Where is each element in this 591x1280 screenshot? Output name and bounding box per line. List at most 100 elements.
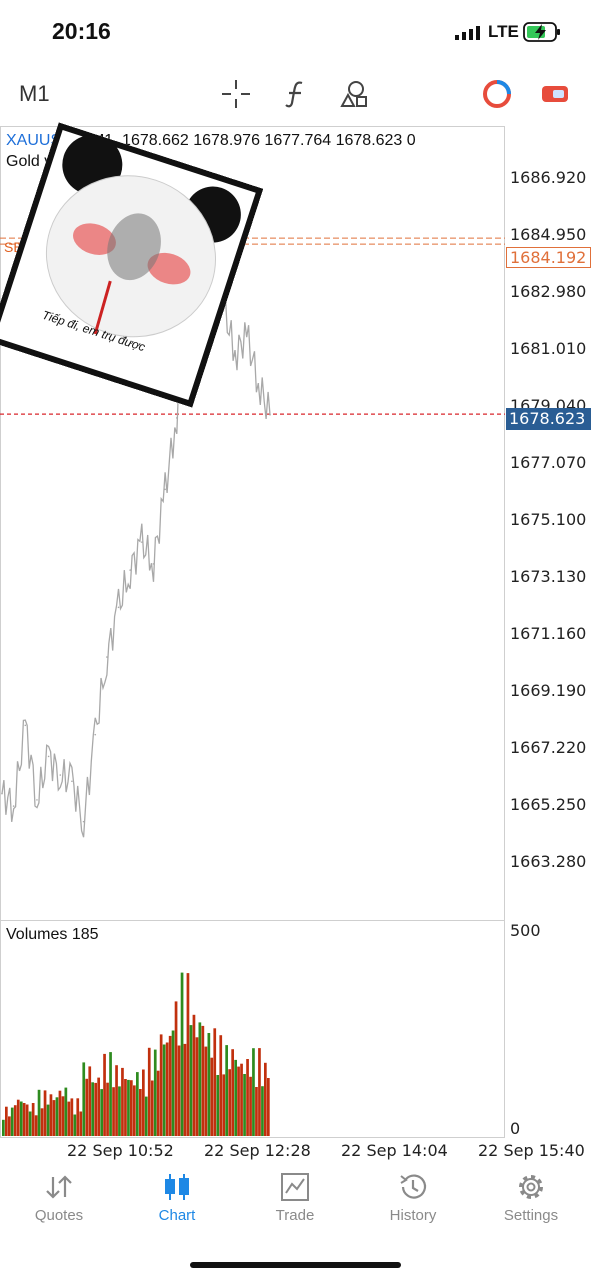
volume-bar: [213, 1028, 217, 1136]
switch-icon[interactable]: [539, 78, 571, 110]
volume-bar: [168, 1035, 172, 1136]
volume-bar: [2, 1119, 5, 1136]
time-axis-label: 22 Sep 15:40: [478, 1141, 585, 1160]
volume-bar: [10, 1107, 14, 1136]
volume-bar: [121, 1067, 124, 1136]
nav-settings[interactable]: Settings: [472, 1165, 590, 1224]
volume-chart-area[interactable]: [0, 920, 505, 1138]
carrier-label: LTE: [488, 22, 519, 41]
price-point: [71, 780, 73, 783]
price-axis-label: 1684.950: [510, 225, 587, 244]
volume-bar: [124, 1079, 127, 1136]
time-axis-label: 22 Sep 10:52: [67, 1141, 174, 1160]
nav-trade[interactable]: Trade: [236, 1165, 354, 1224]
volume-bar: [31, 1103, 35, 1136]
volume-bar: [204, 1046, 208, 1136]
price-point: [117, 606, 120, 609]
price-point: [94, 733, 97, 736]
volume-bar: [73, 1114, 77, 1136]
sell-price-tag: 1684.192: [506, 247, 591, 268]
volume-bar: [180, 972, 184, 1136]
volume-bar: [55, 1097, 59, 1136]
volume-bar: [177, 1045, 181, 1136]
volume-bar: [8, 1116, 11, 1136]
volume-bar: [58, 1090, 62, 1136]
volume-bar: [147, 1047, 151, 1136]
price-axis-label: 1675.100: [510, 510, 587, 529]
volume-bar: [201, 1025, 205, 1136]
volume-bar: [150, 1080, 154, 1136]
volume-bar: [144, 1096, 148, 1136]
volume-bar: [100, 1089, 103, 1136]
history-icon: [400, 1174, 427, 1199]
volume-bar: [207, 1033, 211, 1136]
volume-scale-max: 500: [510, 921, 541, 940]
volume-bar: [174, 1001, 178, 1136]
volume-bar: [258, 1048, 261, 1136]
volume-bar: [76, 1098, 80, 1136]
nav-label: Chart: [158, 1207, 196, 1224]
price-axis-label: 1682.980: [510, 282, 587, 301]
volume-bar: [115, 1065, 118, 1136]
price-chart-area[interactable]: [0, 126, 505, 921]
price-axis-label: 1671.160: [510, 624, 587, 643]
volume-bar: [127, 1079, 130, 1136]
price-point: [106, 656, 108, 658]
timeframe-selector[interactable]: M1: [19, 81, 50, 106]
panda-meme-sticker: [0, 122, 264, 408]
volume-bar: [261, 1086, 264, 1136]
price-axis-label: 1677.070: [510, 453, 587, 472]
volume-bar: [192, 1014, 196, 1136]
nav-label: Trade: [275, 1207, 315, 1224]
volume-bar: [40, 1108, 44, 1136]
price-axis-label: 1673.130: [510, 567, 587, 586]
time-axis-label: 22 Sep 14:04: [341, 1141, 448, 1160]
panda-face-image: [45, 134, 241, 338]
cellular-signal-icon: [455, 26, 480, 40]
volume-bar: [61, 1096, 65, 1136]
crosshair-icon[interactable]: [220, 78, 252, 110]
volume-bar: [16, 1099, 20, 1136]
objects-icon[interactable]: [338, 78, 370, 110]
volume-bar: [210, 1057, 214, 1136]
volume-bar: [28, 1111, 32, 1136]
volume-bar: [82, 1062, 86, 1136]
chart-icon: [165, 1174, 189, 1200]
price-point: [129, 569, 131, 571]
price-point: [245, 333, 248, 335]
function-icon[interactable]: [280, 78, 312, 110]
volume-bar: [159, 1034, 163, 1136]
volume-bar: [139, 1089, 142, 1136]
volume-bar: [34, 1115, 38, 1136]
volume-bar: [91, 1082, 94, 1136]
ohlc-values: M1, 1678.662 1678.976 1677.764 1678.623 …: [90, 132, 416, 149]
volume-bar: [25, 1104, 29, 1136]
time-axis-label: 22 Sep 12:28: [204, 1141, 311, 1160]
nav-history[interactable]: History: [354, 1165, 472, 1224]
volume-bar: [109, 1052, 112, 1136]
volume-bar: [22, 1103, 26, 1136]
volume-bar: [219, 1035, 223, 1136]
bottom-navigation: Quotes Chart Trade History Settings: [0, 1165, 591, 1245]
volume-bar: [189, 1025, 193, 1136]
color-picker-icon[interactable]: [481, 78, 513, 110]
volume-bar: [183, 1043, 187, 1136]
volume-bar: [243, 1074, 246, 1136]
volume-bar: [156, 1070, 160, 1136]
price-point: [1, 792, 3, 795]
volume-bar: [37, 1089, 41, 1136]
volume-bar: [255, 1087, 258, 1136]
volume-bar: [67, 1101, 71, 1136]
nav-chart[interactable]: Chart: [118, 1165, 236, 1224]
volume-bar: [13, 1105, 17, 1136]
volume-bar: [195, 1037, 199, 1136]
nav-label: Quotes: [34, 1207, 84, 1224]
volume-bar: [198, 1022, 202, 1136]
volume-bar: [49, 1094, 53, 1136]
volume-bar: [234, 1059, 237, 1136]
nav-quotes[interactable]: Quotes: [0, 1165, 118, 1224]
volume-bar: [133, 1085, 136, 1136]
volume-bar: [64, 1087, 68, 1136]
volume-bar: [246, 1059, 249, 1136]
price-point: [257, 382, 260, 385]
